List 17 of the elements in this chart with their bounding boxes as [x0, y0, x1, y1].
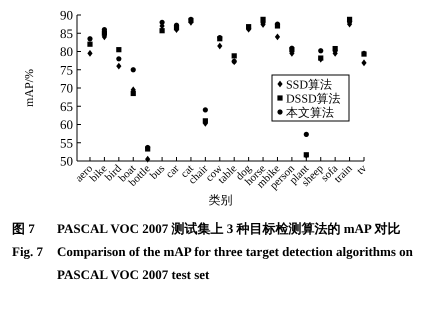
x-axis-title: 类别 — [208, 193, 232, 207]
y-axis-title: mAP/% — [22, 68, 36, 108]
caption: Fig. 7 Comparison of the mAP for three target detection algorithms on PASCAL VOC 2007 test set — [12, 243, 414, 284]
y-tick-label: 90 — [60, 8, 73, 22]
y-tick-label: 75 — [60, 62, 73, 78]
y-tick-label: 85 — [60, 26, 73, 41]
y-tick-label: 55 — [60, 135, 73, 150]
legend-label: SSD算法 — [286, 78, 332, 92]
y-tick-label: 65 — [60, 98, 73, 114]
legend-label: DSSD算法 — [286, 92, 341, 106]
x-tick-label: tv — [354, 162, 370, 178]
text: 图 7 PASCAL VOC 2007 测试集上 3 种目标检测算法的 mAP 对比 — [12, 221, 400, 236]
y-tick-label: 80 — [60, 44, 73, 59]
y-tick-label: 60 — [60, 117, 73, 132]
legend-label: 本文算法 — [286, 106, 334, 120]
y-tick-label: 70 — [60, 80, 73, 96]
y-tick-label: 50 — [60, 154, 73, 168]
